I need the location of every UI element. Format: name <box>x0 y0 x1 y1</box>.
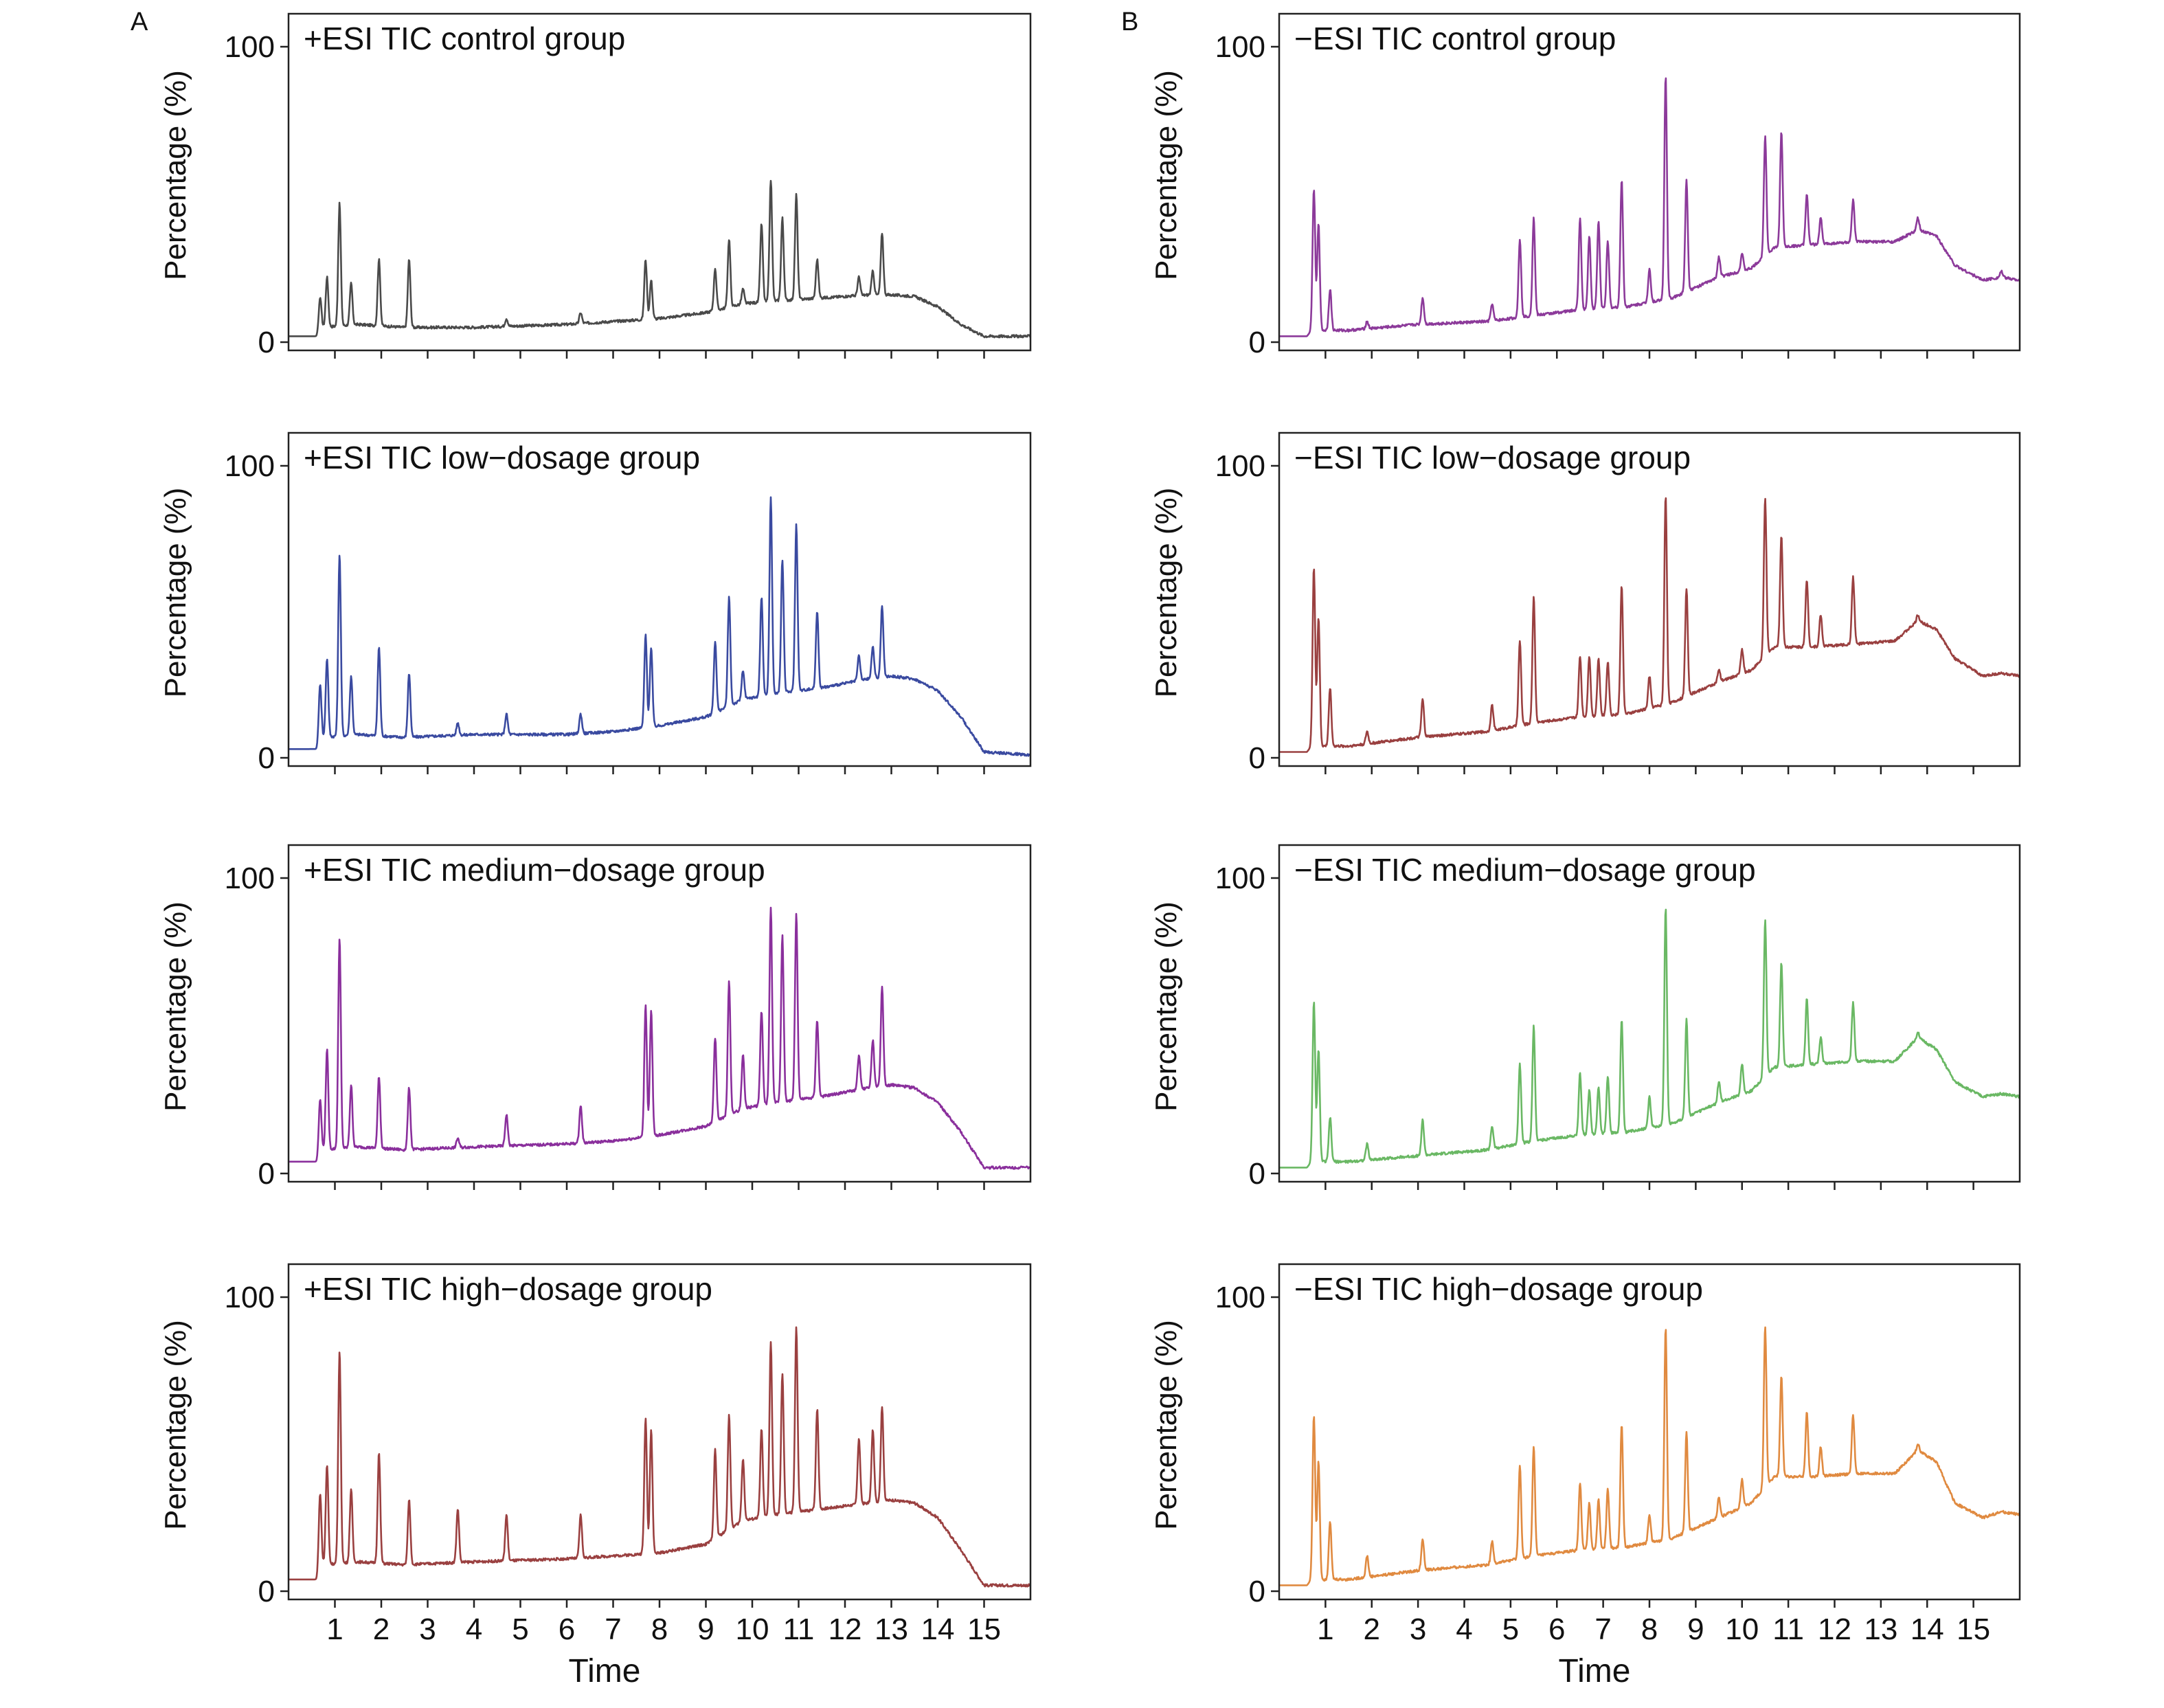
x-tick-label: 14 <box>1911 1613 1944 1646</box>
x-tick-label: 15 <box>1957 1613 1990 1646</box>
panel-label-a: A <box>131 8 148 36</box>
plot-frame <box>1278 844 2021 1183</box>
y-axis-label: Percentage (%) <box>159 70 192 280</box>
x-tick-label: 8 <box>651 1613 668 1646</box>
x-tick-label: 6 <box>559 1613 575 1646</box>
y-tick-label: 100 <box>225 449 275 483</box>
chart-panel-pos_high: +ESI TIC high−dosage group 0 100 Percentage… <box>159 1263 1032 1689</box>
x-tick-label: 2 <box>1364 1613 1380 1646</box>
y-axis-label: Percentage (%) <box>1149 901 1183 1112</box>
x-tick-label: 12 <box>1818 1613 1851 1646</box>
x-tick-label: 4 <box>1456 1613 1472 1646</box>
x-tick-label: 1 <box>326 1613 343 1646</box>
x-tick-label: 5 <box>1502 1613 1519 1646</box>
y-tick-label: 0 <box>1249 1575 1265 1608</box>
x-tick-label: 10 <box>1725 1613 1759 1646</box>
y-tick-label: 0 <box>258 741 275 775</box>
plot-frame <box>1278 1263 2021 1601</box>
x-tick-label: 2 <box>373 1613 390 1646</box>
plot-frame <box>287 431 1032 767</box>
chart-panel-pos_control: +ESI TIC control group 0 100 Percentage (%) <box>159 12 1032 359</box>
chart-panel-neg_control: −ESI TIC control group 0 100 Percentage (%) <box>1149 12 2021 359</box>
chart-panel-neg_medium: −ESI TIC medium−dosage group 0 100 Percenta… <box>1149 844 2021 1191</box>
y-axis-label: Percentage (%) <box>159 488 192 698</box>
y-tick-label: 100 <box>1215 862 1265 895</box>
x-axis-label: Time <box>569 1653 641 1689</box>
y-tick-label: 100 <box>1215 449 1265 483</box>
chart-title: +ESI TIC low−dosage group <box>304 440 700 475</box>
chart-panel-neg_low: −ESI TIC low−dosage group 0 100 Percentage … <box>1149 431 2021 775</box>
y-tick-label: 100 <box>225 862 275 895</box>
y-tick-label: 0 <box>258 1157 275 1191</box>
x-tick-label: 11 <box>783 1613 815 1646</box>
x-tick-label: 15 <box>967 1613 1001 1646</box>
x-tick-label: 8 <box>1641 1613 1658 1646</box>
series-line-pos_control <box>288 179 1032 339</box>
x-tick-label: 3 <box>1410 1613 1426 1646</box>
plot-frame <box>1278 12 2021 352</box>
x-tick-label: 3 <box>419 1613 436 1646</box>
x-tick-label: 14 <box>921 1613 955 1646</box>
x-tick-label: 13 <box>875 1613 908 1646</box>
x-tick-label: 13 <box>1864 1613 1897 1646</box>
series-line-neg_high <box>1278 1326 2021 1586</box>
y-tick-label: 100 <box>225 30 275 64</box>
chart-title: −ESI TIC control group <box>1294 21 1616 56</box>
series-line-pos_medium <box>288 906 1031 1170</box>
chart-title: −ESI TIC low−dosage group <box>1294 440 1691 475</box>
chart-title: −ESI TIC medium−dosage group <box>1294 852 1756 888</box>
y-tick-label: 0 <box>1249 1157 1265 1191</box>
x-tick-label: 4 <box>466 1613 482 1646</box>
series-line-pos_high <box>288 1326 1032 1588</box>
x-axis-label: Time <box>1559 1653 1631 1689</box>
chart-title: +ESI TIC high−dosage group <box>304 1271 712 1307</box>
plot-frame <box>287 1263 1032 1601</box>
series-line-neg_low <box>1278 497 2020 753</box>
chart-title: −ESI TIC high−dosage group <box>1294 1271 1703 1307</box>
series-line-neg_medium <box>1278 908 2021 1169</box>
x-tick-label: 11 <box>1772 1613 1804 1646</box>
x-tick-label: 9 <box>697 1613 714 1646</box>
y-axis-label: Percentage (%) <box>1149 488 1183 698</box>
y-axis-label: Percentage (%) <box>159 1320 192 1530</box>
y-tick-label: 100 <box>1215 1281 1265 1314</box>
x-tick-label: 6 <box>1548 1613 1565 1646</box>
y-tick-label: 0 <box>258 326 275 359</box>
plot-frame <box>287 844 1032 1183</box>
x-tick-label: 10 <box>736 1613 769 1646</box>
chart-panel-neg_high: −ESI TIC high−dosage group 0 100 Percentage… <box>1149 1263 2021 1689</box>
chart-panel-pos_low: +ESI TIC low−dosage group 0 100 Percentage … <box>159 431 1032 775</box>
x-tick-label: 5 <box>512 1613 528 1646</box>
x-tick-label: 1 <box>1317 1613 1333 1646</box>
panel-label-b: B <box>1121 8 1138 36</box>
y-tick-label: 0 <box>1249 326 1265 359</box>
y-tick-label: 0 <box>258 1575 275 1608</box>
y-axis-label: Percentage (%) <box>159 901 192 1112</box>
y-tick-label: 100 <box>1215 30 1265 64</box>
y-tick-label: 100 <box>225 1281 275 1314</box>
plot-frame <box>1278 431 2021 767</box>
x-tick-label: 7 <box>1594 1613 1611 1646</box>
x-tick-label: 9 <box>1687 1613 1704 1646</box>
chart-title: +ESI TIC medium−dosage group <box>304 852 765 888</box>
chart-title: +ESI TIC control group <box>304 21 625 56</box>
x-tick-label: 7 <box>605 1613 621 1646</box>
chart-panel-pos_medium: +ESI TIC medium−dosage group 0 100 Percenta… <box>159 844 1032 1191</box>
y-axis-label: Percentage (%) <box>1149 1320 1183 1530</box>
series-line-neg_control <box>1278 77 2020 337</box>
y-tick-label: 0 <box>1249 741 1265 775</box>
series-line-pos_low <box>288 496 1032 757</box>
y-axis-label: Percentage (%) <box>1149 70 1183 280</box>
x-tick-label: 12 <box>829 1613 862 1646</box>
